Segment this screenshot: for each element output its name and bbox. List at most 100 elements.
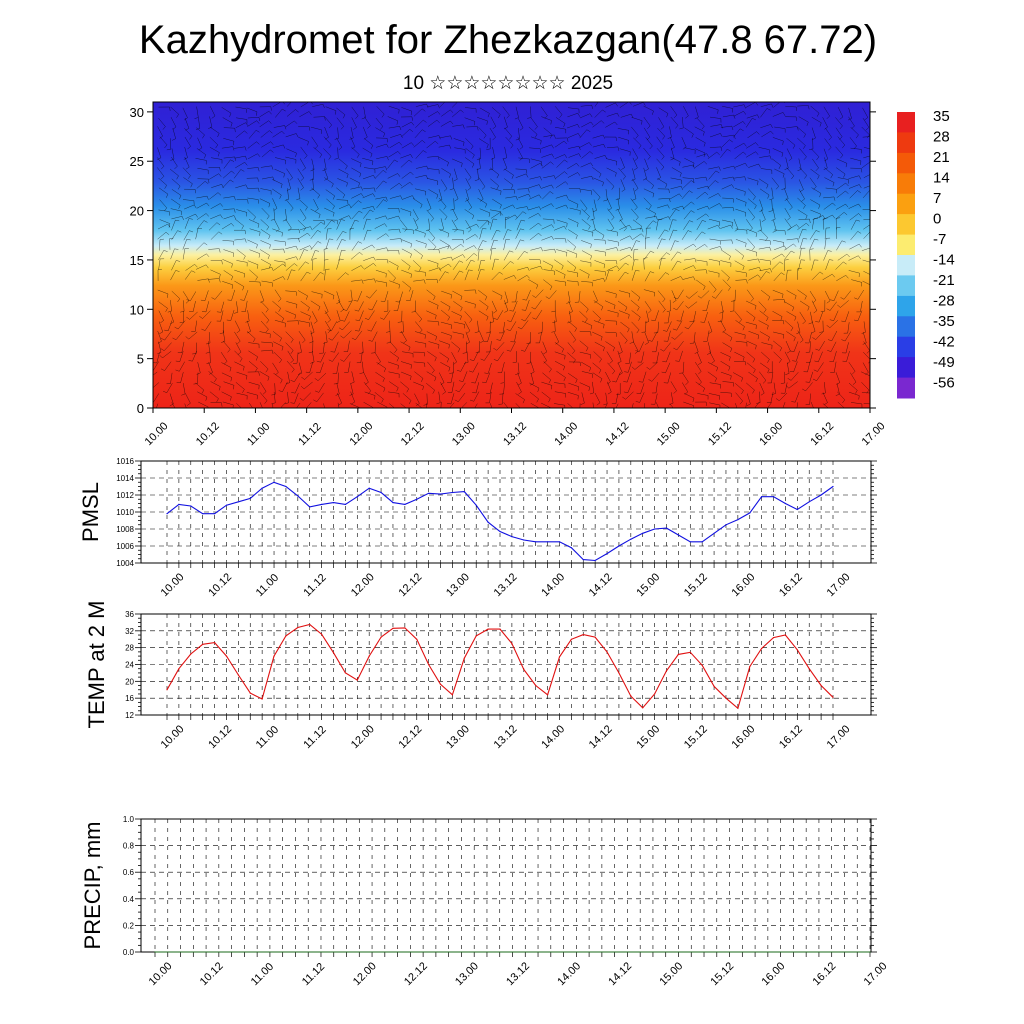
wind-barb-flag bbox=[730, 337, 733, 342]
wind-barb-flag bbox=[383, 368, 386, 373]
wind-barb bbox=[311, 136, 319, 147]
wind-barb bbox=[336, 231, 344, 241]
wind-barb bbox=[287, 188, 289, 200]
time-tick-label: 15.12 bbox=[706, 420, 734, 448]
wind-barb bbox=[349, 177, 360, 184]
wind-barb-flag bbox=[779, 347, 783, 352]
wind-barb-flag bbox=[194, 117, 199, 119]
x-tick-label: 11.00 bbox=[254, 572, 281, 599]
wind-barb bbox=[722, 197, 734, 199]
wind-barb bbox=[312, 221, 322, 230]
wind-barb-flag bbox=[320, 221, 325, 225]
wind-barb bbox=[465, 189, 470, 200]
wind-barb bbox=[631, 240, 637, 251]
wind-barb-flag bbox=[757, 335, 760, 340]
wind-barb-flag bbox=[682, 205, 685, 210]
wind-barb bbox=[286, 168, 293, 178]
wind-barb bbox=[221, 391, 232, 397]
wind-barb bbox=[851, 279, 862, 283]
wind-barb-flag bbox=[424, 233, 426, 238]
wind-barb bbox=[337, 147, 339, 159]
wind-barb bbox=[849, 243, 860, 250]
wind-barb bbox=[695, 381, 705, 389]
y-axis-label: PRECIP, mm bbox=[80, 822, 105, 950]
wind-barb-flag bbox=[231, 223, 235, 227]
wind-barb-flag bbox=[585, 347, 589, 352]
wind-barb-flag bbox=[268, 235, 271, 240]
wind-barb-flag bbox=[237, 351, 242, 355]
wind-barb-flag bbox=[255, 129, 260, 133]
wind-barb bbox=[313, 147, 322, 155]
wind-barb bbox=[504, 291, 509, 303]
wind-barb-flag bbox=[234, 311, 238, 314]
wind-barb bbox=[863, 174, 870, 179]
y-tick-label: 1004 bbox=[116, 559, 134, 568]
wind-barb bbox=[568, 218, 579, 224]
wind-barb-flag bbox=[808, 322, 813, 325]
wind-barb bbox=[389, 238, 401, 240]
wind-barb bbox=[681, 116, 684, 128]
wind-barb bbox=[451, 381, 455, 393]
wind-barb bbox=[688, 291, 698, 299]
wind-barb-flag bbox=[460, 315, 462, 320]
wind-barb bbox=[618, 167, 626, 177]
wind-barb-flag bbox=[450, 120, 454, 125]
wind-barb-flag bbox=[590, 121, 594, 126]
series-point bbox=[273, 655, 275, 657]
wind-barb-flag bbox=[590, 255, 592, 260]
series-point bbox=[808, 501, 810, 503]
wind-barb bbox=[566, 280, 579, 283]
wind-barb-flag bbox=[339, 258, 344, 260]
wind-barb bbox=[158, 187, 169, 195]
wind-barb bbox=[222, 240, 234, 242]
series-point bbox=[404, 503, 406, 505]
wind-barb-flag bbox=[842, 399, 845, 404]
wind-barb-flag bbox=[496, 339, 501, 341]
series-point bbox=[368, 655, 370, 657]
wind-barb bbox=[170, 208, 182, 212]
wind-barb-flag bbox=[641, 331, 646, 333]
wind-barb-flag bbox=[577, 386, 579, 391]
wind-barb-flag bbox=[537, 388, 540, 392]
wind-barb bbox=[466, 126, 478, 128]
wind-barb bbox=[553, 331, 560, 343]
wind-barb-flag bbox=[506, 329, 511, 332]
wind-barb-flag bbox=[775, 186, 779, 190]
wind-barb bbox=[517, 117, 524, 129]
wind-barb bbox=[535, 289, 544, 298]
wind-barb bbox=[336, 219, 342, 230]
wind-barb bbox=[190, 291, 197, 302]
wind-barb bbox=[309, 361, 314, 373]
time-tick-label: 13.12 bbox=[501, 420, 529, 448]
series-point bbox=[392, 627, 394, 629]
wind-barb bbox=[579, 142, 590, 148]
wind-barb bbox=[400, 159, 410, 168]
wind-barb bbox=[555, 181, 566, 188]
wind-barb-flag bbox=[434, 357, 437, 362]
wind-barb bbox=[735, 270, 747, 274]
wind-barb-flag bbox=[324, 178, 329, 181]
wind-barb bbox=[427, 168, 440, 171]
wind-barb-flag bbox=[835, 393, 840, 396]
wind-barb-flag bbox=[671, 336, 675, 340]
wind-barb-flag bbox=[599, 413, 603, 414]
wind-barb bbox=[487, 362, 492, 374]
y-tick-label: 1008 bbox=[116, 525, 134, 534]
wind-barb bbox=[415, 321, 423, 331]
wind-barb-flag bbox=[548, 368, 552, 373]
wind-barb bbox=[177, 320, 186, 330]
wind-barb-flag bbox=[539, 259, 541, 264]
wind-barb-flag bbox=[511, 175, 514, 179]
wind-barb bbox=[383, 310, 391, 320]
wind-barb-flag bbox=[160, 348, 165, 351]
wind-barb bbox=[453, 168, 458, 180]
wind-barb bbox=[325, 238, 330, 250]
wind-barb-flag bbox=[828, 147, 832, 151]
wind-barb bbox=[581, 281, 593, 283]
wind-barb-flag bbox=[839, 125, 843, 130]
wind-barb bbox=[208, 341, 210, 353]
wind-barb bbox=[503, 116, 508, 128]
wind-barb-flag bbox=[307, 232, 311, 237]
wind-barb bbox=[758, 246, 770, 250]
wind-barb bbox=[449, 402, 455, 408]
